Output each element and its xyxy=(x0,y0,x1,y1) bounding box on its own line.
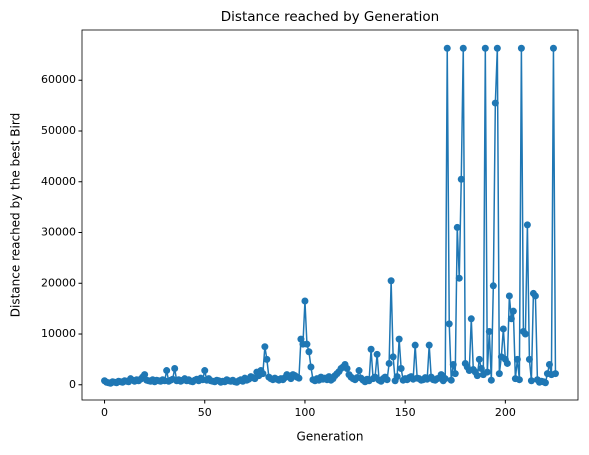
marker xyxy=(503,359,511,367)
marker xyxy=(499,325,507,333)
marker xyxy=(545,360,553,368)
marker xyxy=(395,335,403,343)
y-tick-label: 50000 xyxy=(41,124,76,137)
marker xyxy=(385,359,393,367)
marker xyxy=(491,99,499,107)
y-tick-label: 20000 xyxy=(41,276,76,289)
marker xyxy=(453,223,461,231)
marker xyxy=(531,292,539,300)
x-tick-label: 100 xyxy=(294,406,315,419)
marker xyxy=(493,44,501,52)
y-tick-label: 0 xyxy=(69,378,76,391)
marker xyxy=(387,277,395,285)
marker xyxy=(517,44,525,52)
x-tick-label: 150 xyxy=(395,406,416,419)
marker xyxy=(441,375,449,383)
marker xyxy=(303,340,311,348)
marker xyxy=(459,44,467,52)
marker xyxy=(445,320,453,328)
marker xyxy=(527,377,535,385)
marker xyxy=(261,343,269,351)
marker xyxy=(521,330,529,338)
marker xyxy=(455,274,463,282)
marker xyxy=(367,345,375,353)
marker xyxy=(259,370,267,378)
x-tick-label: 50 xyxy=(198,406,212,419)
x-tick-label: 0 xyxy=(101,406,108,419)
marker xyxy=(515,376,523,384)
marker xyxy=(449,360,457,368)
marker xyxy=(525,355,533,363)
marker xyxy=(477,365,485,373)
marker xyxy=(513,355,521,363)
marker xyxy=(389,353,397,361)
marker xyxy=(541,379,549,387)
x-tick-label: 200 xyxy=(495,406,516,419)
marker xyxy=(509,307,517,315)
marker xyxy=(443,44,451,52)
marker xyxy=(495,370,503,378)
marker xyxy=(295,374,303,382)
plot-frame xyxy=(81,29,579,401)
marker xyxy=(141,371,149,379)
marker xyxy=(487,376,495,384)
marker xyxy=(393,373,401,381)
x-axis-label: Generation xyxy=(297,430,364,444)
marker xyxy=(397,365,405,373)
marker xyxy=(451,370,459,378)
marker xyxy=(163,367,171,375)
marker xyxy=(457,175,465,183)
marker xyxy=(355,367,363,375)
marker xyxy=(171,365,179,373)
y-tick-label: 10000 xyxy=(41,327,76,340)
marker xyxy=(467,315,475,323)
marker xyxy=(383,376,391,384)
y-axis-label: Distance reached by the best Bird xyxy=(9,113,23,317)
marker xyxy=(481,44,489,52)
marker xyxy=(551,370,559,378)
marker xyxy=(305,348,313,356)
marker xyxy=(485,327,493,335)
marker xyxy=(507,315,515,323)
marker xyxy=(201,367,209,375)
y-tick-label: 30000 xyxy=(41,226,76,239)
marker xyxy=(307,363,315,371)
marker xyxy=(263,355,271,363)
marker xyxy=(301,297,309,305)
marker xyxy=(489,282,497,290)
marker xyxy=(373,350,381,358)
marker xyxy=(549,44,557,52)
marker xyxy=(473,372,481,380)
marker xyxy=(475,355,483,363)
marker xyxy=(411,341,419,349)
chart-title: Distance reached by Generation xyxy=(221,9,439,25)
y-tick-label: 40000 xyxy=(41,175,76,188)
marker xyxy=(483,368,491,376)
marker xyxy=(425,341,433,349)
marker xyxy=(447,376,455,384)
y-tick-label: 60000 xyxy=(41,73,76,86)
marker xyxy=(505,292,513,300)
marker xyxy=(523,221,531,229)
marker xyxy=(343,365,351,373)
